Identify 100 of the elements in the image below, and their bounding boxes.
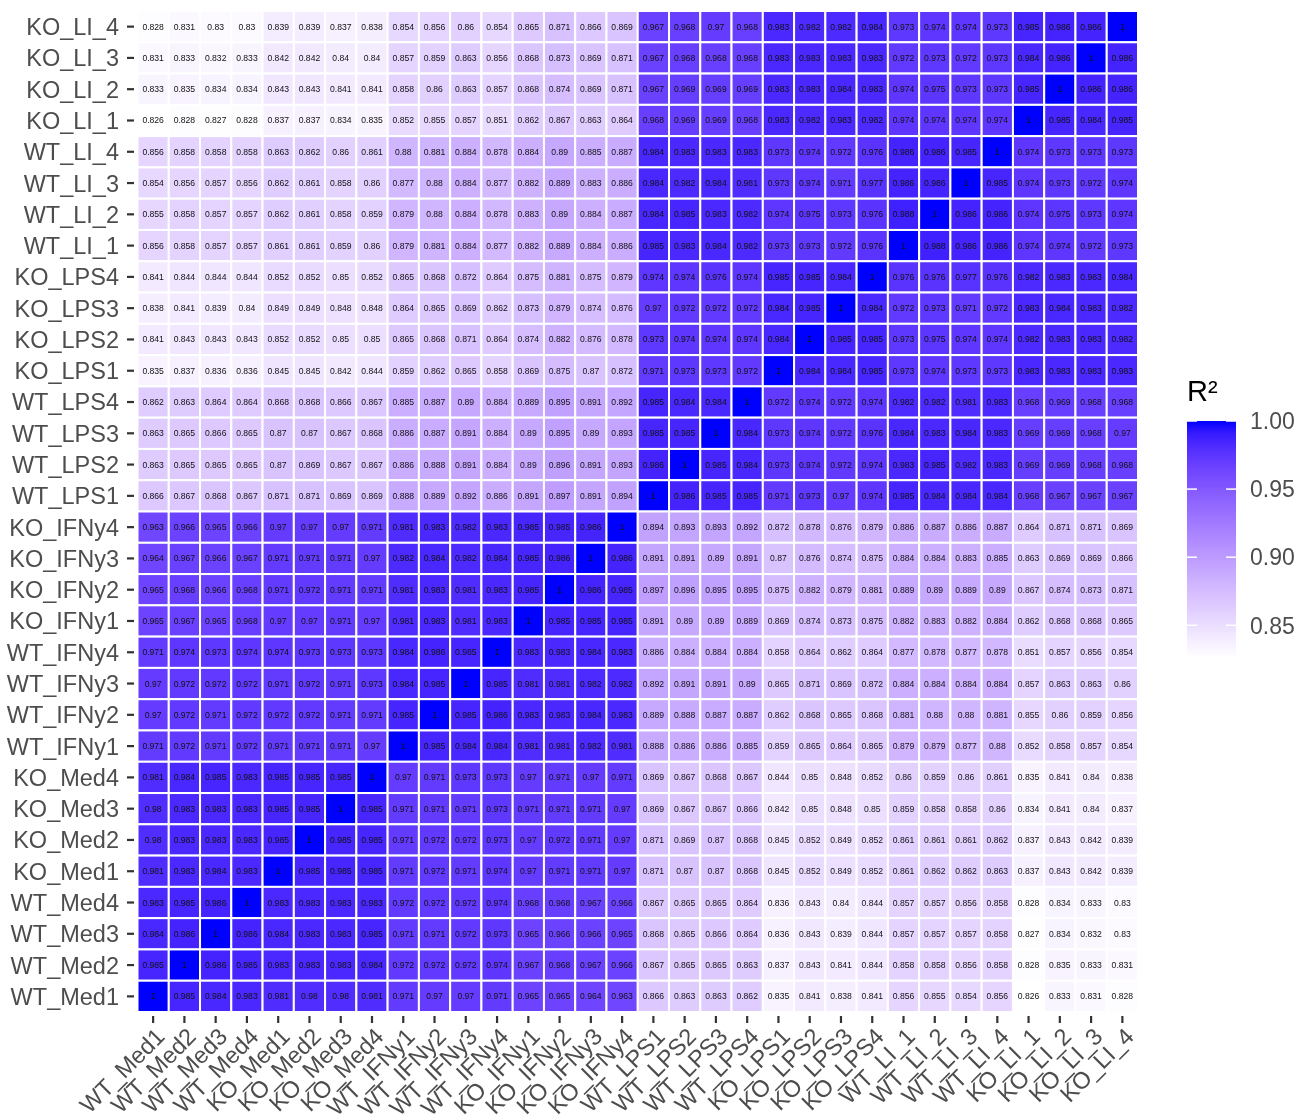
y-tick-label: KO_LI_1 (26, 107, 119, 134)
data-label: 0.852 (267, 271, 290, 282)
data-label: 0.877 (955, 647, 978, 658)
data-label: 1 (807, 334, 813, 345)
data-label: 0.968 (1080, 428, 1103, 439)
data-label: 0.887 (705, 709, 727, 720)
data-label: 0.89 (707, 553, 725, 564)
data-label: 0.843 (236, 334, 258, 345)
data-label: 0.867 (329, 428, 352, 439)
data-label: 0.967 (173, 615, 196, 626)
data-label: 0.974 (892, 84, 915, 95)
data-label: 0.837 (173, 365, 196, 376)
data-label: 0.862 (267, 209, 290, 220)
data-label: 0.862 (924, 866, 946, 877)
data-label: 0.834 (236, 84, 258, 95)
data-label: 0.973 (924, 303, 946, 314)
data-label: 0.97 (426, 991, 444, 1002)
data-label: 0.983 (486, 522, 509, 533)
data-label: 0.985 (705, 490, 727, 501)
data-label: 0.871 (642, 866, 665, 877)
data-label: 0.985 (329, 772, 352, 783)
y-tick-label: KO_LPS4 (14, 264, 119, 291)
data-label: 0.892 (642, 678, 665, 689)
data-label: 0.985 (1049, 115, 1071, 126)
data-label: 0.97 (613, 834, 631, 845)
data-label: 0.973 (986, 365, 1009, 376)
data-label: 0.852 (361, 271, 383, 282)
data-label: 0.891 (642, 553, 665, 564)
data-label: 0.985 (642, 240, 665, 251)
data-label: 0.966 (236, 522, 258, 533)
data-label: 0.984 (892, 428, 915, 439)
data-label: 0.873 (517, 303, 540, 314)
data-label: 0.982 (580, 678, 602, 689)
data-label: 0.985 (736, 490, 759, 501)
data-label: 0.861 (924, 834, 946, 845)
data-label: 0.867 (548, 115, 571, 126)
data-label: 0.973 (767, 178, 790, 189)
data-label: 0.973 (767, 459, 790, 470)
data-label: 0.85 (363, 334, 381, 345)
data-label: 0.895 (548, 428, 571, 439)
data-label: 0.843 (798, 897, 821, 908)
y-tick-label: WT_IFNy2 (6, 702, 119, 729)
data-label: 0.986 (955, 209, 978, 220)
data-label: 0.967 (580, 897, 602, 908)
data-label: 0.971 (267, 553, 290, 564)
data-label: 0.983 (611, 647, 634, 658)
data-label: 0.889 (548, 240, 571, 251)
data-label: 0.974 (767, 209, 790, 220)
data-label: 0.87 (707, 866, 725, 877)
data-label: 0.845 (267, 365, 290, 376)
data-label: 1 (275, 866, 281, 877)
data-label: 1 (713, 428, 719, 439)
data-label: 0.974 (486, 960, 509, 971)
data-label: 0.968 (1111, 459, 1134, 470)
data-label: 0.887 (736, 709, 759, 720)
data-label: 0.968 (173, 584, 196, 595)
data-label: 0.983 (298, 960, 321, 971)
data-label: 0.851 (486, 115, 509, 126)
data-label: 0.985 (517, 553, 540, 564)
data-label: 0.838 (142, 303, 165, 314)
data-label: 0.871 (611, 52, 634, 63)
data-label: 0.862 (767, 709, 790, 720)
data-label: 0.968 (673, 21, 696, 32)
data-label: 0.973 (204, 647, 227, 658)
data-label: 0.841 (361, 84, 383, 95)
data-label: 0.983 (1111, 365, 1134, 376)
data-label: 0.973 (361, 647, 383, 658)
data-label: 0.854 (1111, 647, 1134, 658)
data-label: 0.857 (892, 928, 915, 939)
data-label: 0.843 (1049, 866, 1071, 877)
data-label: 1 (838, 303, 844, 314)
data-label: 0.882 (548, 334, 571, 345)
data-label: 0.966 (611, 897, 634, 908)
data-label: 0.887 (611, 209, 634, 220)
data-label: 0.985 (361, 928, 383, 939)
data-label: 0.981 (955, 397, 978, 408)
data-label: 0.976 (924, 271, 946, 282)
data-label: 0.971 (392, 803, 415, 814)
data-label: 0.891 (580, 397, 602, 408)
data-label: 0.864 (830, 741, 852, 752)
data-label: 0.828 (173, 115, 196, 126)
data-label: 0.852 (298, 271, 321, 282)
data-label: 0.984 (455, 741, 477, 752)
data-label: 0.967 (1049, 490, 1071, 501)
data-label: 0.973 (642, 334, 665, 345)
y-tick-label: KO_LPS2 (14, 326, 119, 353)
data-label: 0.983 (236, 991, 258, 1002)
data-label: 0.828 (1017, 960, 1040, 971)
data-label: 0.983 (267, 897, 290, 908)
data-label: 0.878 (924, 647, 946, 658)
data-label: 0.981 (267, 991, 290, 1002)
data-label: 0.862 (486, 303, 509, 314)
data-label: 0.973 (892, 365, 915, 376)
data-label: 0.985 (517, 522, 540, 533)
data-label: 1 (682, 459, 688, 470)
data-label: 0.984 (142, 928, 165, 939)
data-label: 0.983 (329, 897, 352, 908)
data-label: 1 (557, 584, 563, 595)
data-label: 0.984 (673, 397, 696, 408)
data-label: 0.983 (423, 584, 446, 595)
